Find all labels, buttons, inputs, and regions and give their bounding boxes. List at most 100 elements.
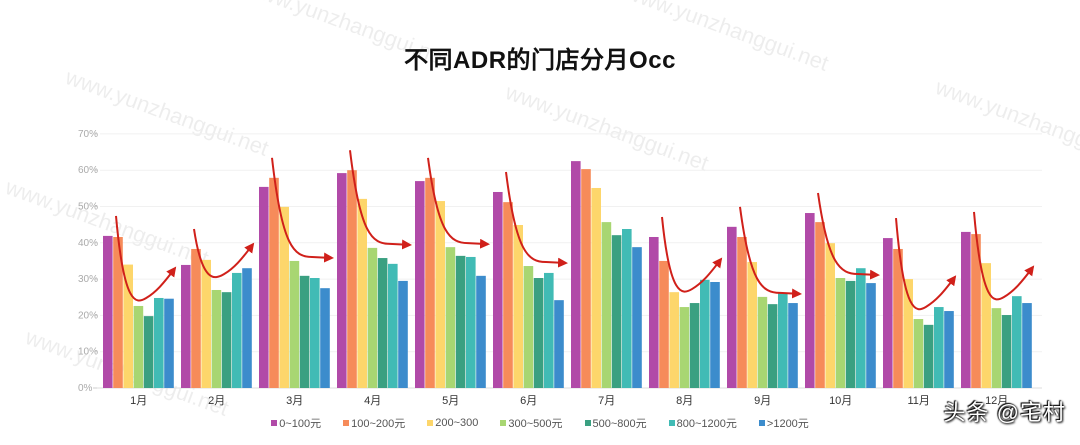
bar: [903, 279, 913, 388]
bar: [357, 198, 367, 388]
trend-arrow-annotation: [973, 211, 1035, 301]
legend-swatch-icon: [668, 420, 675, 426]
bar: [133, 305, 144, 388]
y-tick-label: 20%: [78, 310, 98, 321]
bar: [289, 260, 300, 388]
bars: [103, 161, 1032, 388]
bar: [164, 298, 174, 388]
y-tick-label: 10%: [78, 347, 98, 358]
bar: [232, 272, 242, 388]
bar: [435, 201, 445, 388]
bar: [835, 278, 846, 388]
bar: [242, 268, 252, 388]
bar: [825, 243, 835, 388]
y-tick-label: 60%: [78, 165, 98, 176]
bar: [523, 266, 534, 388]
bar: [893, 248, 903, 388]
legend-item[interactable]: 100~200元: [343, 415, 405, 431]
bar: [310, 278, 320, 388]
legend-swatch-icon: [343, 420, 350, 426]
bar: [398, 280, 408, 388]
trend-arrows: [115, 150, 1035, 311]
bar: [679, 307, 690, 388]
bar: [201, 259, 211, 388]
bar: [533, 278, 544, 388]
bar: [923, 324, 934, 388]
bar: [259, 186, 269, 388]
bar: [367, 247, 378, 388]
trend-arrow-annotation: [895, 217, 957, 311]
bar: [279, 206, 289, 388]
bar: [544, 272, 554, 388]
bar: [991, 308, 1002, 388]
bar: [143, 316, 154, 388]
bar: [103, 235, 113, 388]
bar: [727, 226, 737, 388]
legend-label: 200~300: [435, 417, 479, 429]
chart-title: 不同ADR的门店分月Occ: [404, 47, 676, 74]
legend-label: 0~100元: [279, 418, 322, 430]
bar: [1001, 315, 1012, 388]
legend-item[interactable]: 0~100元: [271, 415, 321, 431]
x-tick-label: 7月: [598, 395, 615, 407]
bar: [466, 256, 476, 388]
bar: [154, 297, 164, 388]
bar: [388, 263, 398, 388]
bar: [971, 234, 981, 388]
x-tick-label: 12月: [985, 395, 1008, 407]
bar: [845, 280, 856, 388]
bar: [757, 296, 768, 388]
legend-item[interactable]: 500~800元: [584, 415, 647, 431]
bar: [883, 238, 893, 388]
bar: [622, 229, 632, 388]
bar: [1012, 296, 1022, 388]
legend-label: 500~800元: [592, 418, 647, 430]
x-tick-label: 11月: [907, 395, 929, 407]
legend-swatch-icon: [584, 420, 591, 426]
y-tick-label: 0%: [78, 383, 93, 394]
bar: [425, 177, 435, 388]
bar: [347, 170, 357, 388]
bar: [211, 289, 222, 388]
bar: [856, 268, 866, 388]
trend-arrow-annotation: [817, 192, 880, 280]
bar: [611, 235, 622, 388]
bar: [320, 288, 330, 388]
bar: [299, 275, 310, 388]
bar: [181, 264, 191, 388]
bar: [788, 303, 798, 388]
bar: [513, 225, 523, 388]
bar: [554, 300, 564, 388]
legend: 0~100元 100~200元 200~300 300~500元 500~800元 800…: [0, 415, 1080, 431]
trend-arrow-annotation: [349, 150, 412, 250]
legend-swatch-icon: [271, 420, 278, 426]
bar: [1022, 303, 1032, 388]
bar: [591, 187, 601, 388]
bar: [981, 263, 991, 388]
bar: [632, 247, 642, 388]
bar: [700, 279, 710, 388]
x-tick-label: 8月: [676, 395, 693, 407]
bar: [601, 222, 612, 388]
legend-item[interactable]: >1200元: [758, 415, 809, 431]
trend-arrow-annotation: [661, 216, 723, 293]
bar: [747, 262, 757, 388]
bar: [445, 247, 456, 388]
bar: [737, 236, 747, 388]
legend-item[interactable]: 300~500元: [500, 415, 563, 431]
legend-label: >1200元: [766, 418, 809, 430]
y-tick-label: 30%: [78, 274, 98, 285]
bar: [805, 213, 815, 388]
legend-item[interactable]: 200~300: [427, 415, 478, 431]
y-tick-label: 50%: [78, 202, 98, 213]
x-tick-label: 9月: [754, 395, 771, 407]
legend-item[interactable]: 800~1200元: [668, 415, 737, 431]
bar: [961, 231, 971, 388]
legend-label: 300~500元: [508, 418, 563, 430]
bar: [571, 161, 581, 388]
x-tick-label: 2月: [208, 395, 225, 407]
x-tick-label: 3月: [286, 395, 303, 407]
bar: [377, 258, 388, 388]
legend-swatch-icon: [500, 420, 507, 426]
